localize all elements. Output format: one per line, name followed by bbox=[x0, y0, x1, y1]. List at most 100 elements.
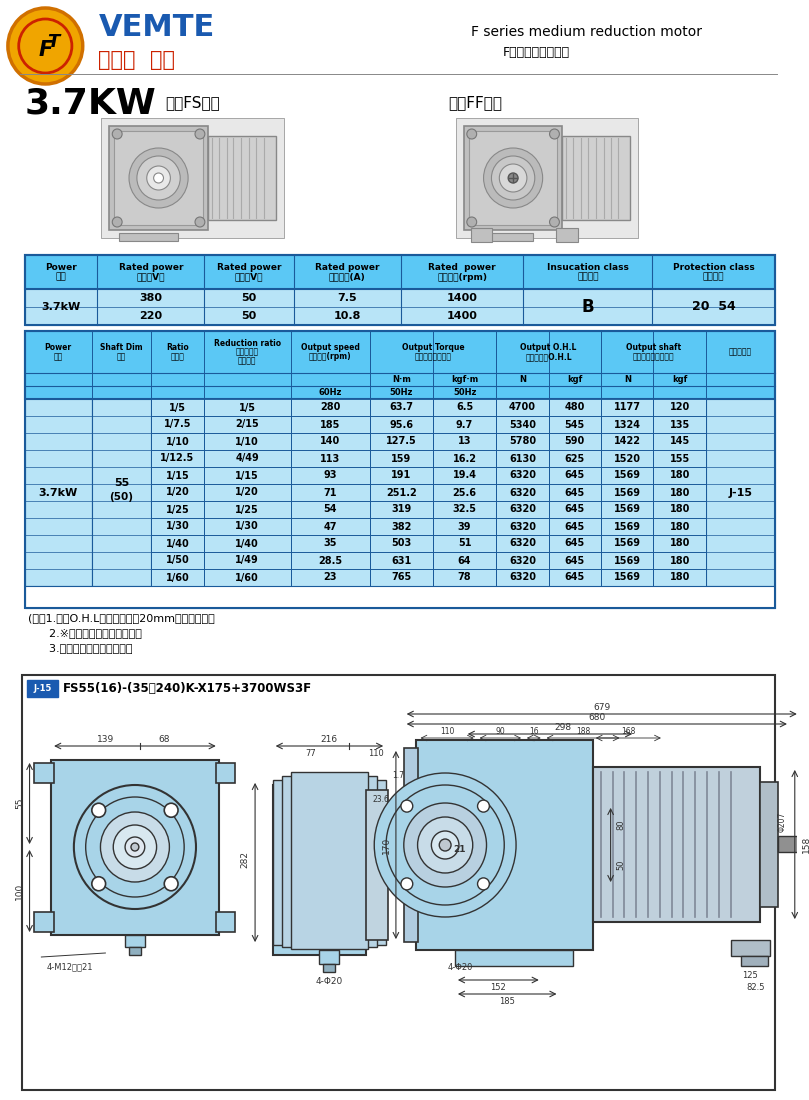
Text: 3.7kW: 3.7kW bbox=[41, 302, 81, 312]
Bar bbox=[496, 569, 549, 586]
Text: 1/20: 1/20 bbox=[166, 487, 189, 497]
Bar bbox=[151, 535, 204, 552]
Bar bbox=[601, 552, 654, 569]
Text: 50: 50 bbox=[241, 293, 256, 303]
Text: Power: Power bbox=[44, 343, 72, 352]
Text: 1400: 1400 bbox=[447, 311, 477, 321]
Bar bbox=[731, 940, 770, 956]
Text: 6320: 6320 bbox=[509, 521, 536, 531]
Text: （分數）: （分數） bbox=[238, 356, 256, 365]
Bar bbox=[549, 535, 601, 552]
Bar bbox=[204, 552, 290, 569]
Bar bbox=[549, 552, 601, 569]
Bar bbox=[404, 748, 417, 942]
Text: VEMTE: VEMTE bbox=[99, 13, 214, 43]
Text: kgf: kgf bbox=[672, 375, 688, 384]
Bar bbox=[654, 433, 706, 450]
Text: 480: 480 bbox=[565, 403, 585, 412]
Text: Power: Power bbox=[45, 263, 77, 272]
Bar bbox=[433, 450, 496, 468]
Text: N: N bbox=[624, 375, 631, 384]
Text: 645: 645 bbox=[565, 471, 585, 481]
Bar bbox=[204, 416, 290, 433]
Text: 2/15: 2/15 bbox=[235, 419, 259, 429]
Text: 功率: 功率 bbox=[53, 352, 63, 361]
Text: 1/60: 1/60 bbox=[166, 572, 189, 583]
Bar bbox=[433, 535, 496, 552]
Circle shape bbox=[375, 773, 516, 917]
Bar bbox=[433, 552, 496, 569]
Circle shape bbox=[125, 837, 145, 857]
Bar bbox=[601, 484, 654, 500]
Bar bbox=[216, 763, 235, 783]
Bar bbox=[290, 484, 370, 500]
Text: 80: 80 bbox=[616, 820, 625, 830]
Bar bbox=[282, 776, 377, 947]
Text: 1.7: 1.7 bbox=[392, 770, 404, 780]
Bar bbox=[433, 399, 496, 416]
Bar bbox=[593, 767, 760, 922]
Bar bbox=[24, 586, 775, 608]
Text: 28.5: 28.5 bbox=[318, 556, 342, 565]
Bar bbox=[416, 740, 593, 950]
Text: 5780: 5780 bbox=[509, 437, 536, 447]
Circle shape bbox=[549, 217, 559, 227]
Bar bbox=[549, 450, 601, 468]
Bar bbox=[549, 433, 601, 450]
Bar bbox=[216, 912, 235, 932]
Circle shape bbox=[467, 217, 477, 227]
Bar bbox=[204, 484, 290, 500]
Text: 158: 158 bbox=[802, 835, 809, 852]
Text: 23.6: 23.6 bbox=[373, 795, 390, 804]
Bar bbox=[323, 964, 335, 972]
Circle shape bbox=[112, 217, 122, 227]
Bar bbox=[496, 552, 549, 569]
Circle shape bbox=[477, 800, 489, 812]
Text: 71: 71 bbox=[324, 487, 337, 497]
Bar bbox=[760, 782, 778, 907]
Circle shape bbox=[401, 878, 413, 890]
Circle shape bbox=[146, 166, 171, 190]
Bar bbox=[654, 399, 706, 416]
Text: 輸出轉速(rpm): 輸出轉速(rpm) bbox=[309, 352, 351, 361]
Text: 9.7: 9.7 bbox=[456, 419, 473, 429]
Bar bbox=[290, 500, 370, 518]
Bar bbox=[151, 468, 204, 484]
Text: 135: 135 bbox=[670, 419, 690, 429]
Bar bbox=[496, 450, 549, 468]
Text: 145: 145 bbox=[670, 437, 690, 447]
Bar bbox=[125, 935, 145, 947]
Bar bbox=[370, 484, 433, 500]
Circle shape bbox=[154, 173, 163, 183]
Bar bbox=[151, 433, 204, 450]
Text: 251.2: 251.2 bbox=[386, 487, 417, 497]
Text: 1/25: 1/25 bbox=[166, 505, 189, 515]
Bar bbox=[204, 569, 290, 586]
Text: 1569: 1569 bbox=[614, 505, 641, 515]
Text: 82.5: 82.5 bbox=[746, 983, 765, 992]
Text: 170: 170 bbox=[382, 836, 391, 854]
Text: 1569: 1569 bbox=[614, 572, 641, 583]
Bar bbox=[549, 518, 601, 535]
Bar bbox=[290, 569, 370, 586]
Circle shape bbox=[131, 843, 139, 851]
Text: 54: 54 bbox=[324, 505, 337, 515]
Text: 2.※標記為轉矩力變限機型。: 2.※標記為轉矩力變限機型。 bbox=[28, 628, 142, 638]
Text: F系列中型減速電機: F系列中型減速電機 bbox=[502, 45, 570, 58]
Bar bbox=[601, 433, 654, 450]
Bar bbox=[290, 552, 370, 569]
Bar bbox=[601, 399, 654, 416]
Circle shape bbox=[508, 173, 518, 183]
Circle shape bbox=[86, 798, 184, 896]
Text: 545: 545 bbox=[565, 419, 585, 429]
Bar bbox=[151, 399, 204, 416]
Text: 1569: 1569 bbox=[614, 539, 641, 549]
Bar bbox=[601, 468, 654, 484]
Text: kgf·m: kgf·m bbox=[451, 375, 478, 384]
Circle shape bbox=[417, 817, 472, 873]
Text: 64: 64 bbox=[458, 556, 472, 565]
Text: 63.7: 63.7 bbox=[389, 403, 413, 412]
Text: Rated power: Rated power bbox=[119, 263, 183, 272]
Bar bbox=[464, 126, 562, 230]
Bar bbox=[151, 450, 204, 468]
